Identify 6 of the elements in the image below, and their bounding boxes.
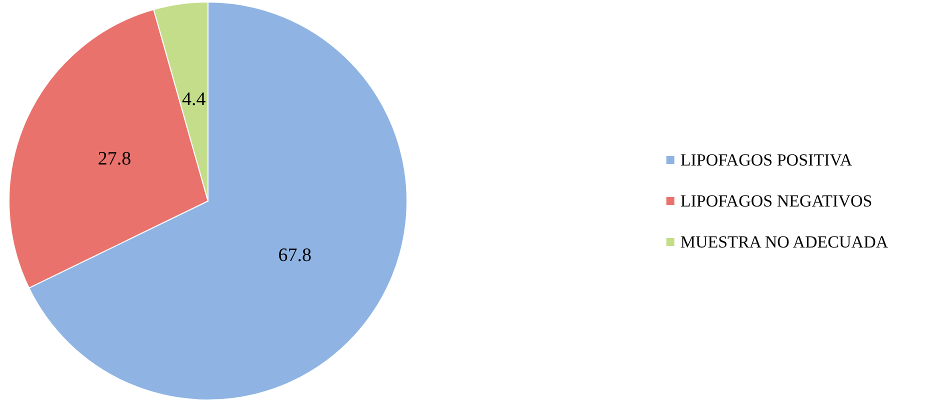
data-label: 27.8 (98, 148, 132, 170)
legend-label: LIPOFAGOS POSITIVA (680, 150, 853, 170)
data-label: 4.4 (182, 88, 206, 110)
data-label: 67.8 (278, 244, 312, 266)
legend-label: MUESTRA NO ADECUADA (680, 232, 889, 252)
legend-label: LIPOFAGOS NEGATIVOS (680, 192, 872, 210)
